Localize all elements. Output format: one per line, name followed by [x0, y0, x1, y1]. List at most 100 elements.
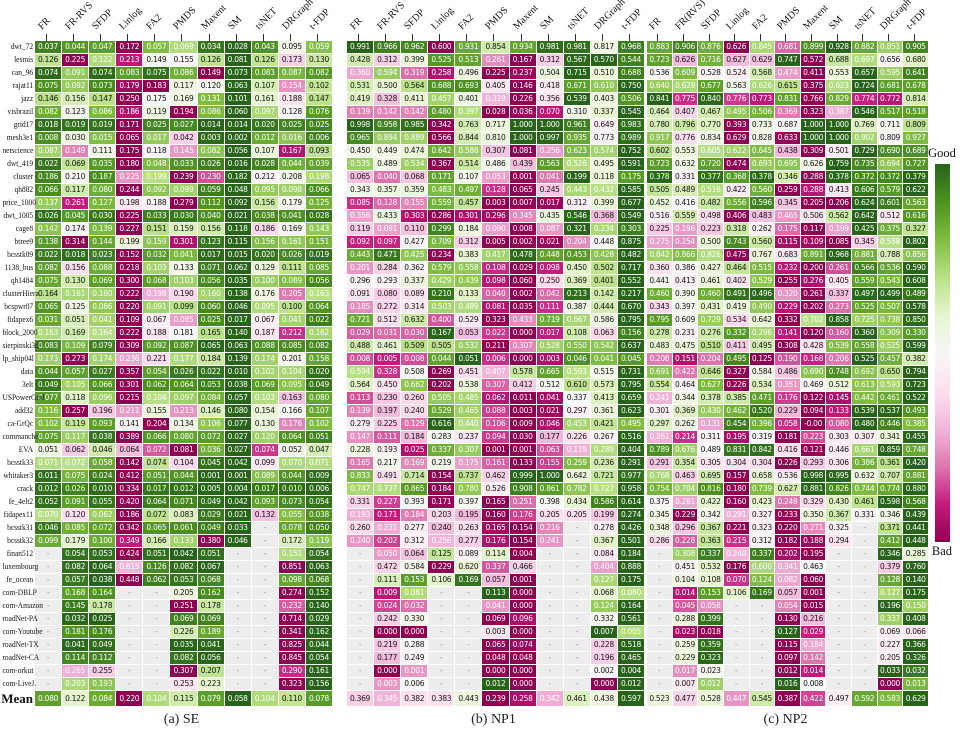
heatmap-cell: 0.205	[536, 509, 563, 521]
row-label: roadNet-PA	[2, 614, 38, 623]
heatmap-cell: 0.369	[563, 275, 590, 287]
heatmap-cell: 0.528	[698, 691, 723, 706]
panel-np2: 0.602 0.553 0.605 0.622 0.645 0.438 0.309 0.501…	[647, 145, 928, 157]
table-row: btree9 0.138 0.314 0.144 0.199 0.159 0.301 0.12…	[0, 236, 960, 248]
heatmap-cell: 0.261	[800, 288, 826, 300]
heatmap-cell: 0.255	[89, 665, 116, 677]
heatmap-cell: 0.601	[877, 197, 903, 209]
heatmap-cell: 0.454	[723, 418, 749, 430]
heatmap-cell: 0.050	[374, 548, 401, 560]
heatmap-cell: 0.051	[143, 470, 170, 482]
heatmap-cell: 0.704	[672, 483, 698, 495]
heatmap-cell: 0.578	[509, 366, 536, 378]
heatmap-cell: 0.451	[672, 561, 698, 573]
heatmap-cell: 0.131	[698, 418, 723, 430]
column-header-label: SFDP	[90, 7, 116, 32]
row-label: qh882	[14, 185, 34, 194]
heatmap-cell: 0.120	[197, 80, 224, 92]
heatmap-cell-missing: -	[749, 626, 775, 638]
panel-np2: 0.640 0.629 0.677 0.563 0.626 0.615 0.375 0.623…	[647, 80, 928, 92]
panel-np2: 0.554 0.464 0.627 0.226 0.534 0.351 0.469 0.512…	[647, 379, 928, 391]
heatmap-cell: 0.623	[617, 405, 644, 417]
heatmap-cell: 0.772	[877, 93, 903, 105]
heatmap-cell: 0.203	[428, 509, 455, 521]
heatmap-cell-missing: -	[647, 587, 672, 599]
heatmap-cell: 0.130	[62, 275, 89, 287]
heatmap-cell: 0.167	[278, 145, 305, 157]
heatmap-cell-missing: -	[251, 652, 278, 664]
heatmap-cell: 0.723	[903, 379, 928, 391]
heatmap-cell: 0.221	[723, 522, 749, 534]
heatmap-cell: 0.097	[374, 236, 401, 248]
heatmap-cell: 0.118	[590, 171, 617, 183]
heatmap-cell: 0.599	[903, 340, 928, 352]
heatmap-cell: 0.038	[251, 210, 278, 222]
panel-np2: 0.691 0.422 0.646 0.327 0.584 0.486 0.690 0.748…	[647, 366, 928, 378]
heatmap-cell: 0.060	[224, 106, 251, 118]
heatmap-cell: 0.099	[35, 535, 62, 547]
heatmap-cell: 0.306	[826, 457, 852, 469]
heatmap-cell: 0.115	[775, 639, 800, 651]
heatmap-cell: 0.229	[672, 652, 698, 664]
heatmap-cell: 0.995	[826, 470, 852, 482]
heatmap-cell: 0.491	[723, 288, 749, 300]
row-label: block_2000	[2, 328, 38, 337]
heatmap-cell: 0.172	[278, 535, 305, 547]
heatmap-cell: 0.721	[590, 470, 617, 482]
heatmap-cell: 0.423	[749, 496, 775, 508]
heatmap-cell: 0.240	[347, 535, 374, 547]
heatmap-cell: 0.089	[278, 275, 305, 287]
heatmap-cell: 0.068	[401, 171, 428, 183]
heatmap-cell: 0.817	[590, 41, 617, 53]
column-header: t-FDP	[304, 0, 332, 41]
heatmap-cell: 0.323	[482, 314, 509, 326]
panel-se: 0.008 0.030 0.015 0.065 0.017 0.042 0.003 0.002…	[35, 132, 332, 144]
column-header: DRGraph	[277, 0, 315, 41]
heatmap-cell: 0.337	[749, 548, 775, 560]
heatmap-cell: 0.475	[672, 340, 698, 352]
heatmap-cell: 0.334	[116, 483, 143, 495]
heatmap-cell: 0.160	[723, 496, 749, 508]
heatmap-cell: 0.082	[170, 652, 197, 664]
heatmap-cell: 0.027	[170, 119, 197, 131]
heatmap-cell: 0.065	[509, 184, 536, 196]
panel-np2: -0.017 0.023- -0.012 0.014- -0.033 0.032	[647, 665, 928, 677]
heatmap-cell: 0.180	[116, 158, 143, 170]
heatmap-cell: 0.127	[877, 587, 903, 599]
heatmap-cell: 0.453	[563, 418, 590, 430]
heatmap-cell: 0.171	[428, 171, 455, 183]
heatmap-cell: 0.205	[800, 197, 826, 209]
heatmap-cell: 0.323	[749, 522, 775, 534]
heatmap-cell: 0.176	[482, 535, 509, 547]
table-row: whitaker3 0.011 0.075 0.024 0.412 0.051 0.044 0…	[0, 470, 960, 482]
heatmap-cell: 0.642	[428, 145, 455, 157]
heatmap-cell: 0.140	[903, 574, 928, 586]
heatmap-cell: 0.998	[347, 119, 374, 131]
heatmap-cell: 0.145	[826, 392, 852, 404]
heatmap-cell: 0.434	[563, 496, 590, 508]
heatmap-cell: 0.327	[903, 223, 928, 235]
heatmap-cell: 0.500	[374, 80, 401, 92]
heatmap-cell: 0.025	[401, 444, 428, 456]
table-row: qh882 0.066 0.117 0.080 0.244 0.092 0.099 0.059…	[0, 184, 960, 196]
heatmap-cell: 0.046	[536, 418, 563, 430]
heatmap-cell: 0.086	[170, 67, 197, 79]
row-label: fidapex6	[7, 315, 34, 324]
heatmap-cell: 0.327	[749, 509, 775, 521]
panel-se: 0.102 0.119 0.093 0.141 0.204 0.134 0.106 0.077…	[35, 418, 332, 430]
heatmap-cell-missing: -	[563, 665, 590, 677]
heatmap-cell: 0.049	[305, 379, 332, 391]
heatmap-cell: 0.927	[903, 132, 928, 144]
heatmap-cell: 0.075	[35, 275, 62, 287]
heatmap-cell: 0.033	[877, 665, 903, 677]
heatmap-cell: 0.416	[672, 197, 698, 209]
heatmap-cell-missing: -	[251, 587, 278, 599]
heatmap-cell: 0.598	[877, 496, 903, 508]
heatmap-cell: 0.033	[143, 210, 170, 222]
heatmap-cell: 0.095	[278, 379, 305, 391]
heatmap-cell: 0.543	[877, 275, 903, 287]
heatmap-cell: 0.001	[197, 470, 224, 482]
table-row: clusterHiera 0.164 0.161 0.160 0.222 0.198 0.1…	[0, 288, 960, 300]
heatmap-cell: 0.001	[401, 665, 428, 677]
heatmap-cell: 0.068	[197, 574, 224, 586]
